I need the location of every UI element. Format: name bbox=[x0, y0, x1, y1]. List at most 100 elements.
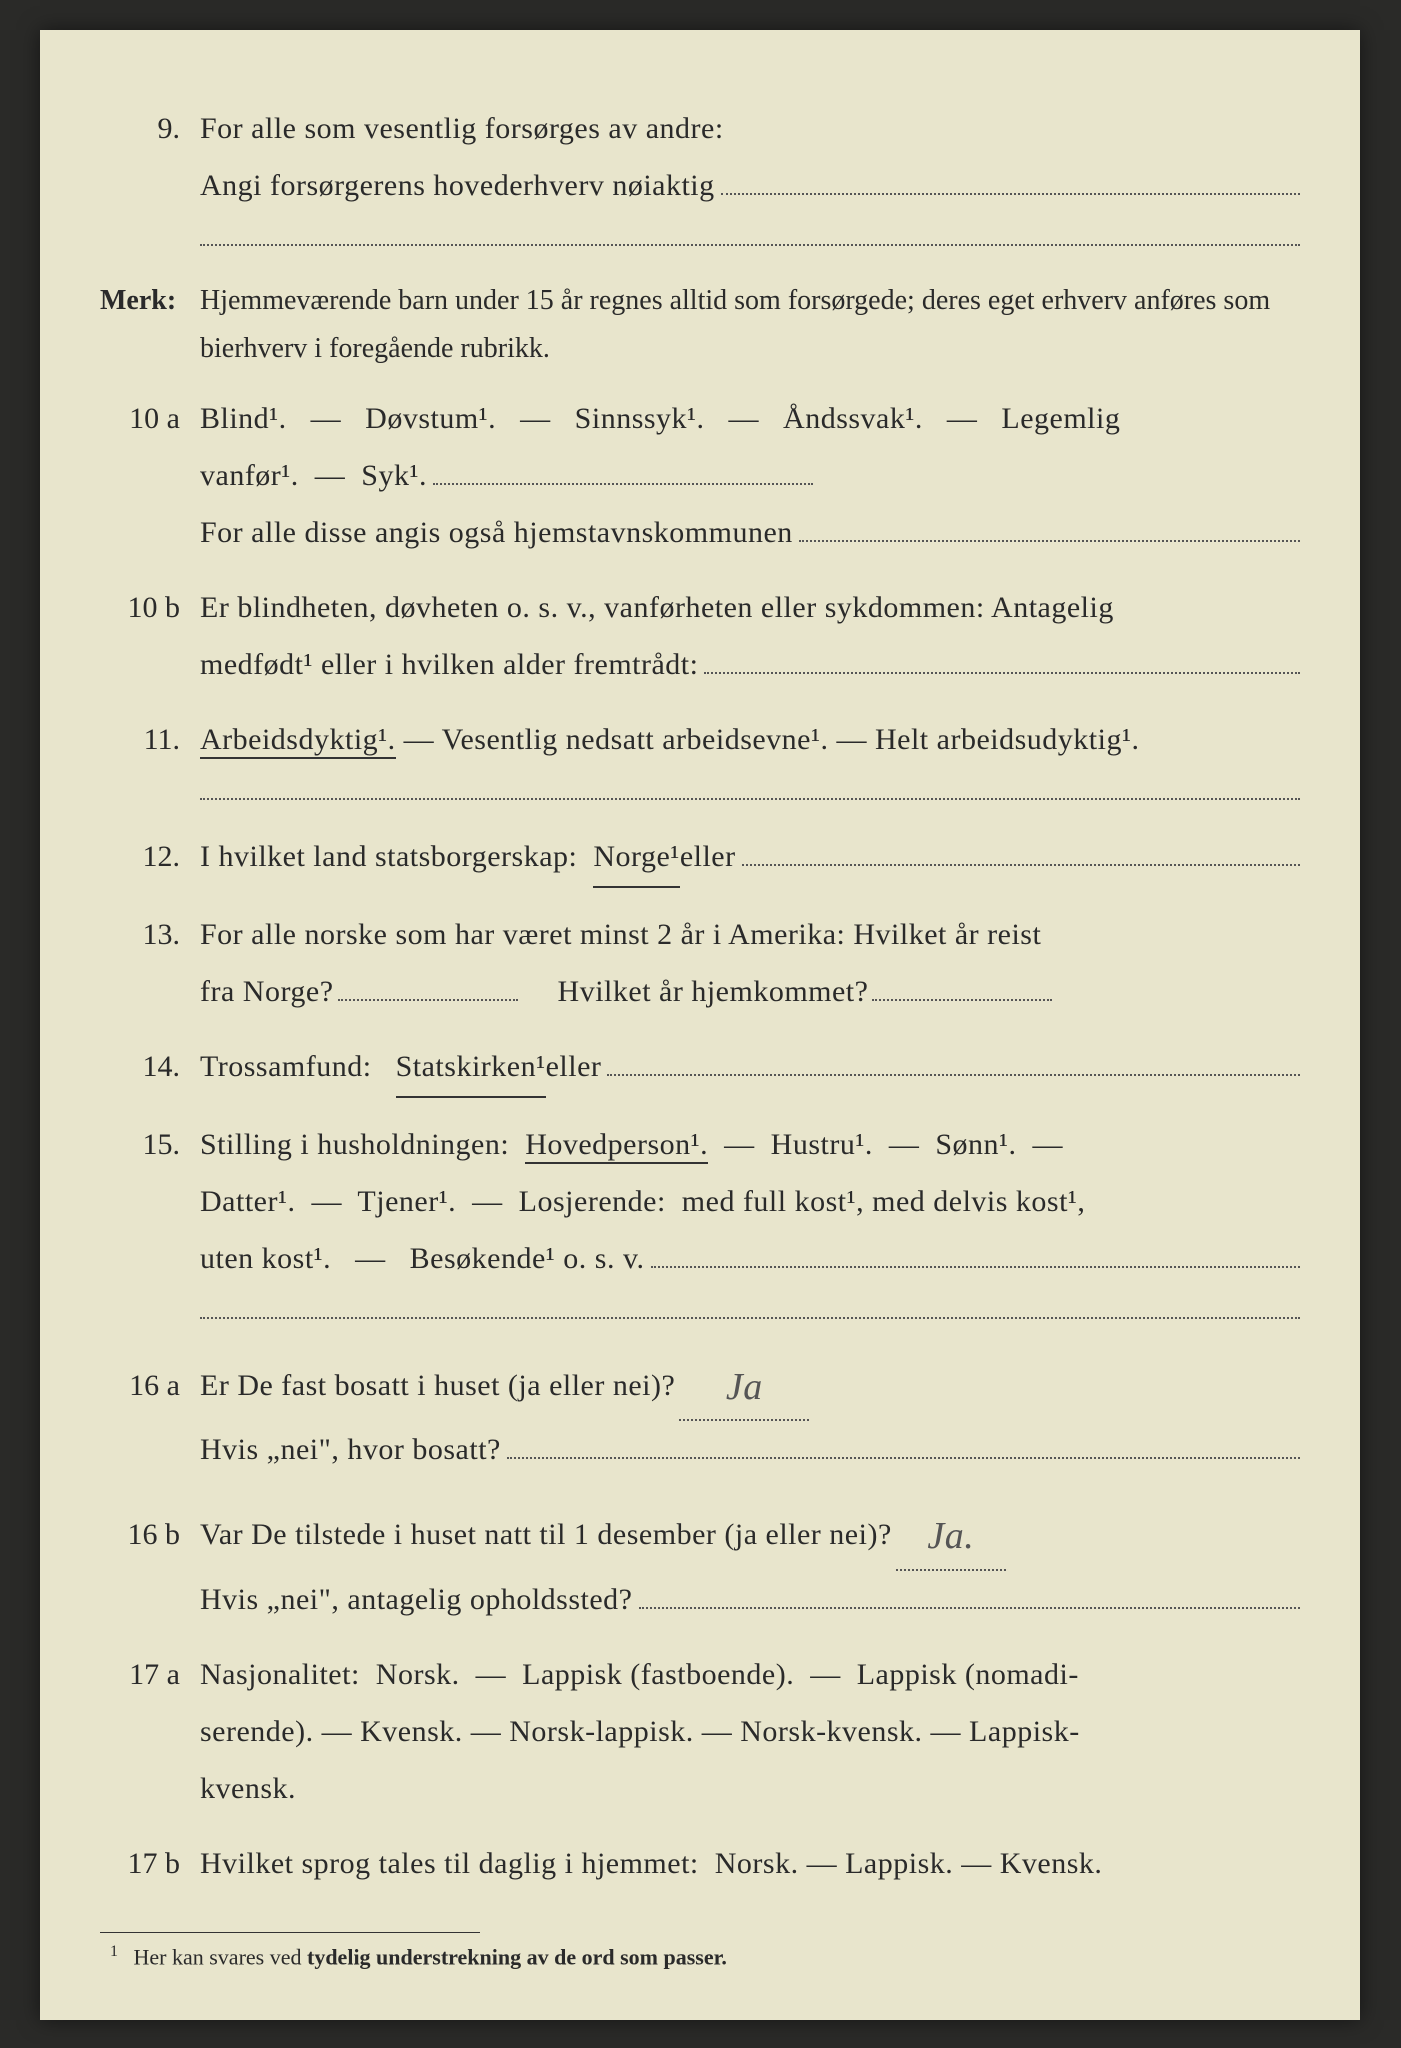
question-10b: 10 b Er blindheten, døvheten o. s. v., v… bbox=[100, 579, 1300, 693]
q17b-number: 17 b bbox=[100, 1835, 200, 1892]
divider bbox=[200, 244, 1300, 246]
q15-line1: Stilling i husholdningen: Hovedperson¹. … bbox=[200, 1116, 1300, 1173]
q15-line3: uten kost¹. — Besøkende¹ o. s. v. bbox=[200, 1230, 1300, 1287]
merk-note: Merk: Hjemmeværende barn under 15 år reg… bbox=[100, 274, 1300, 372]
footnote: 1 Her kan svares ved tydelig understrekn… bbox=[110, 1943, 1300, 1970]
q17a-number: 17 a bbox=[100, 1646, 200, 1703]
footnote-rule bbox=[100, 1932, 480, 1933]
q9-line2: Angi forsørgerens hovederhverv nøiaktig bbox=[200, 157, 1300, 214]
q10b-number: 10 b bbox=[100, 579, 200, 636]
blank-line bbox=[338, 999, 518, 1001]
question-17b: 17 b Hvilket sprog tales til daglig i hj… bbox=[100, 1835, 1300, 1892]
question-9: 9. For alle som vesentlig forsørges av a… bbox=[100, 100, 1300, 214]
document-page: 9. For alle som vesentlig forsørges av a… bbox=[40, 30, 1360, 2020]
q13-body: For alle norske som har været minst 2 år… bbox=[200, 906, 1300, 1020]
question-15: 15. Stilling i husholdningen: Hovedperso… bbox=[100, 1116, 1300, 1287]
blank-line bbox=[721, 157, 1300, 195]
blank-line bbox=[799, 504, 1300, 542]
q17a-line3: kvensk. bbox=[200, 1760, 1300, 1817]
q17b-body: Hvilket sprog tales til daglig i hjemmet… bbox=[200, 1835, 1300, 1892]
blank-line bbox=[507, 1421, 1300, 1459]
merk-label: Merk: bbox=[100, 274, 200, 327]
q12-a: I hvilket land statsborgerskap: bbox=[200, 828, 593, 885]
q17a-line1: Nasjonalitet: Norsk. — Lappisk (fastboen… bbox=[200, 1646, 1300, 1703]
question-17a: 17 a Nasjonalitet: Norsk. — Lappisk (fas… bbox=[100, 1646, 1300, 1817]
q13-line2-b: Hvilket år hjemkommet? bbox=[558, 963, 869, 1020]
q16b-q2: Hvis „nei", antagelig opholdssted? bbox=[200, 1571, 633, 1628]
q15-selected: Hovedperson¹. bbox=[525, 1128, 708, 1164]
q13-number: 13. bbox=[100, 906, 200, 963]
q16b-q1: Var De tilstede i huset natt til 1 desem… bbox=[200, 1506, 892, 1563]
q17a-line2: serende). — Kvensk. — Norsk-lappisk. — N… bbox=[200, 1703, 1300, 1760]
divider bbox=[200, 798, 1300, 800]
question-16a: 16 a Er De fast bosatt i huset (ja eller… bbox=[100, 1347, 1300, 1478]
q11-body: Arbeidsdyktig¹. — Vesentlig nedsatt arbe… bbox=[200, 711, 1300, 768]
q11-number: 11. bbox=[100, 711, 200, 768]
q15-number: 15. bbox=[100, 1116, 200, 1173]
q9-line2-text: Angi forsørgerens hovederhverv nøiaktig bbox=[200, 157, 715, 214]
q14-body: Trossamfund: Statskirken¹ eller bbox=[200, 1038, 1300, 1098]
question-16b: 16 b Var De tilstede i huset natt til 1 … bbox=[100, 1496, 1300, 1627]
q12-selected: Norge¹ bbox=[593, 828, 679, 888]
q13-line2: fra Norge? Hvilket år hjemkommet? bbox=[200, 963, 1300, 1020]
q9-body: For alle som vesentlig forsørges av andr… bbox=[200, 100, 1300, 214]
blank-line bbox=[433, 447, 813, 485]
blank-line bbox=[651, 1230, 1300, 1268]
q10b-line2-text: medfødt¹ eller i hvilken alder fremtrådt… bbox=[200, 636, 698, 693]
q16a-answer: Ja bbox=[726, 1366, 763, 1408]
q17a-body: Nasjonalitet: Norsk. — Lappisk (fastboen… bbox=[200, 1646, 1300, 1817]
q13-line1: For alle norske som har været minst 2 år… bbox=[200, 906, 1300, 963]
q16a-q2: Hvis „nei", hvor bosatt? bbox=[200, 1421, 501, 1478]
q10b-body: Er blindheten, døvheten o. s. v., vanfør… bbox=[200, 579, 1300, 693]
q11-selected: Arbeidsdyktig¹. bbox=[200, 723, 396, 759]
q15-line3-text: uten kost¹. — Besøkende¹ o. s. v. bbox=[200, 1230, 645, 1287]
q13-line2-a: fra Norge? bbox=[200, 963, 334, 1020]
question-10a: 10 a Blind¹. — Døvstum¹. — Sinnssyk¹. — … bbox=[100, 390, 1300, 561]
footnote-b: tydelig understrekning av de ord som pas… bbox=[307, 1944, 727, 1969]
q10a-body: Blind¹. — Døvstum¹. — Sinnssyk¹. — Åndss… bbox=[200, 390, 1300, 561]
question-12: 12. I hvilket land statsborgerskap: Norg… bbox=[100, 828, 1300, 888]
blank-line bbox=[704, 636, 1300, 674]
q16a-body: Er De fast bosatt i huset (ja eller nei)… bbox=[200, 1347, 1300, 1478]
q16b-body: Var De tilstede i huset natt til 1 desem… bbox=[200, 1496, 1300, 1627]
q15-body: Stilling i husholdningen: Hovedperson¹. … bbox=[200, 1116, 1300, 1287]
q9-number: 9. bbox=[100, 100, 200, 157]
q11-rest: — Vesentlig nedsatt arbeidsevne¹. — Helt… bbox=[396, 723, 1140, 756]
q16b-line2: Hvis „nei", antagelig opholdssted? bbox=[200, 1571, 1300, 1628]
q10a-line2-text: vanfør¹. — Syk¹. bbox=[200, 447, 427, 504]
q10b-line2: medfødt¹ eller i hvilken alder fremtrådt… bbox=[200, 636, 1300, 693]
q16b-number: 16 b bbox=[100, 1506, 200, 1563]
question-11: 11. Arbeidsdyktig¹. — Vesentlig nedsatt … bbox=[100, 711, 1300, 768]
q16a-line2: Hvis „nei", hvor bosatt? bbox=[200, 1421, 1300, 1478]
q16b-answer-blank: Ja. bbox=[896, 1496, 1006, 1570]
q12-number: 12. bbox=[100, 828, 200, 885]
q14-selected: Statskirken¹ bbox=[396, 1038, 546, 1098]
q15-line1-b: — Hustru¹. — Sønn¹. — bbox=[708, 1128, 1063, 1161]
q16a-answer-blank: Ja bbox=[679, 1347, 809, 1421]
q10a-line3-text: For alle disse angis også hjemstavnskomm… bbox=[200, 504, 793, 561]
q16a-number: 16 a bbox=[100, 1357, 200, 1414]
q16a-line1: Er De fast bosatt i huset (ja eller nei)… bbox=[200, 1347, 1300, 1421]
merk-body: Hjemmeværende barn under 15 år regnes al… bbox=[200, 277, 1300, 372]
question-14: 14. Trossamfund: Statskirken¹ eller bbox=[100, 1038, 1300, 1098]
q14-number: 14. bbox=[100, 1038, 200, 1095]
q12-b: eller bbox=[680, 828, 736, 885]
q14-a: Trossamfund: bbox=[200, 1038, 396, 1095]
q10a-number: 10 a bbox=[100, 390, 200, 447]
q10b-line1: Er blindheten, døvheten o. s. v., vanfør… bbox=[200, 579, 1300, 636]
q14-b: eller bbox=[546, 1038, 602, 1095]
q16b-answer: Ja. bbox=[927, 1515, 974, 1557]
footnote-num: 1 bbox=[110, 1943, 118, 1960]
blank-line bbox=[607, 1038, 1300, 1076]
q15-line1-a: Stilling i husholdningen: bbox=[200, 1128, 525, 1161]
q16b-line1: Var De tilstede i huset natt til 1 desem… bbox=[200, 1496, 1300, 1570]
blank-line bbox=[742, 828, 1300, 866]
footnote-a: Her kan svares ved bbox=[134, 1944, 308, 1969]
q10a-line2: vanfør¹. — Syk¹. bbox=[200, 447, 1300, 504]
q15-line2: Datter¹. — Tjener¹. — Losjerende: med fu… bbox=[200, 1173, 1300, 1230]
q9-line1: For alle som vesentlig forsørges av andr… bbox=[200, 100, 1300, 157]
divider bbox=[200, 1317, 1300, 1319]
q12-body: I hvilket land statsborgerskap: Norge¹ e… bbox=[200, 828, 1300, 888]
q16a-q1: Er De fast bosatt i huset (ja eller nei)… bbox=[200, 1357, 675, 1414]
question-13: 13. For alle norske som har været minst … bbox=[100, 906, 1300, 1020]
